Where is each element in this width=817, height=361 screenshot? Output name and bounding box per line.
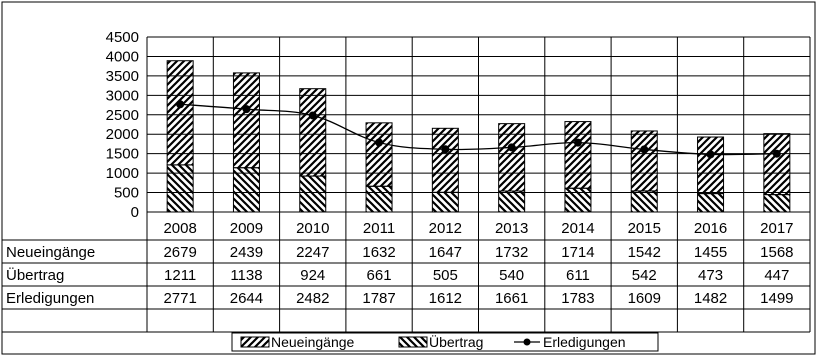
data-value: 661 xyxy=(367,267,392,284)
category-label: 2008 xyxy=(163,220,196,237)
point-erledigungen xyxy=(507,143,516,152)
bar-neueingaenge xyxy=(498,123,526,192)
legend-label: Übertrag xyxy=(429,333,483,350)
data-value: 1455 xyxy=(694,244,727,261)
bar-uebertrag xyxy=(498,190,526,213)
data-value: 2439 xyxy=(230,244,263,261)
data-value: 1568 xyxy=(760,244,793,261)
data-value: 1787 xyxy=(362,290,395,307)
data-value: 447 xyxy=(764,267,789,284)
bar-uebertrag xyxy=(431,191,459,213)
data-value: 2644 xyxy=(230,290,263,307)
category-label: 2016 xyxy=(694,220,727,237)
data-value: 1482 xyxy=(694,290,727,307)
category-label: 2011 xyxy=(363,220,395,237)
category-label: 2013 xyxy=(495,220,528,237)
bar-neueingaenge xyxy=(365,122,393,187)
data-value: 1612 xyxy=(429,290,462,307)
data-value: 1714 xyxy=(561,244,594,261)
bar-uebertrag xyxy=(630,190,658,213)
category-label: 2017 xyxy=(760,220,793,237)
bar-neueingaenge xyxy=(166,60,194,166)
line-erledigungen xyxy=(180,103,777,156)
data-value: 1661 xyxy=(495,290,528,307)
y-tick-label: 0 xyxy=(131,204,139,221)
data-value: 1783 xyxy=(561,290,594,307)
category-label: 2012 xyxy=(429,220,462,237)
bar-uebertrag xyxy=(697,193,725,213)
bar-neueingaenge xyxy=(431,127,459,193)
data-value: 1732 xyxy=(495,244,528,261)
y-tick-label: 4000 xyxy=(106,48,139,65)
legend-label: Erledigungen xyxy=(543,334,626,350)
data-value: 924 xyxy=(300,267,325,284)
data-value: 1542 xyxy=(628,244,661,261)
data-value: 1138 xyxy=(230,267,262,284)
table-row-label: Übertrag xyxy=(6,266,64,284)
y-tick-label: 3500 xyxy=(106,68,139,85)
bar-neueingaenge xyxy=(564,121,592,189)
data-value: 1632 xyxy=(362,244,395,261)
data-value: 2679 xyxy=(163,244,196,261)
y-tick-label: 4500 xyxy=(106,29,139,46)
bar-uebertrag xyxy=(166,164,194,213)
chart-border xyxy=(1,1,816,355)
y-tick-label: 1500 xyxy=(106,146,139,163)
y-tick-label: 2500 xyxy=(106,107,139,124)
point-erledigungen xyxy=(640,145,649,154)
data-value: 2247 xyxy=(296,244,329,261)
bar-neueingaenge xyxy=(299,88,327,177)
point-erledigungen xyxy=(772,149,781,158)
y-tick-label: 1000 xyxy=(106,165,139,182)
y-tick-label: 2000 xyxy=(106,126,139,143)
data-value: 542 xyxy=(632,267,657,284)
point-erledigungen xyxy=(573,138,582,147)
data-value: 611 xyxy=(566,267,590,284)
data-value: 2771 xyxy=(163,290,196,307)
data-value: 1499 xyxy=(760,290,793,307)
legend-key-uebertrag xyxy=(398,336,428,348)
data-value: 1609 xyxy=(628,290,661,307)
legend-label: Neueingänge xyxy=(271,334,355,350)
bar-uebertrag xyxy=(232,167,260,213)
data-value: 2482 xyxy=(296,290,329,307)
bar-uebertrag xyxy=(763,194,791,213)
bar-neueingaenge xyxy=(630,130,658,192)
point-erledigungen xyxy=(706,150,715,159)
data-value: 1647 xyxy=(429,244,462,261)
bar-uebertrag xyxy=(299,175,327,213)
y-tick-label: 3000 xyxy=(106,87,139,104)
category-label: 2010 xyxy=(296,220,329,237)
bar-neueingaenge xyxy=(232,72,260,169)
point-erledigungen xyxy=(176,100,185,109)
y-tick-label: 500 xyxy=(114,185,139,202)
category-label: 2009 xyxy=(230,220,263,237)
point-erledigungen xyxy=(308,111,317,120)
point-erledigungen xyxy=(375,138,384,147)
bar-neueingaenge xyxy=(763,133,791,196)
data-value: 473 xyxy=(698,267,723,284)
point-erledigungen xyxy=(441,145,450,154)
table-row-label: Neueingänge xyxy=(6,244,95,261)
category-label: 2014 xyxy=(561,220,594,237)
point-erledigungen xyxy=(242,105,251,114)
data-value: 505 xyxy=(433,267,458,284)
data-value: 540 xyxy=(499,267,524,284)
bar-neueingaenge xyxy=(697,136,725,195)
category-label: 2015 xyxy=(628,220,661,237)
bar-uebertrag xyxy=(564,187,592,213)
legend-key-neueingaenge xyxy=(240,336,270,348)
legend-key-erledigungen-dot xyxy=(523,338,531,346)
bar-uebertrag xyxy=(365,185,393,213)
table-row-label: Erledigungen xyxy=(6,290,94,307)
data-value: 1211 xyxy=(164,267,196,284)
legend-box xyxy=(231,332,659,352)
